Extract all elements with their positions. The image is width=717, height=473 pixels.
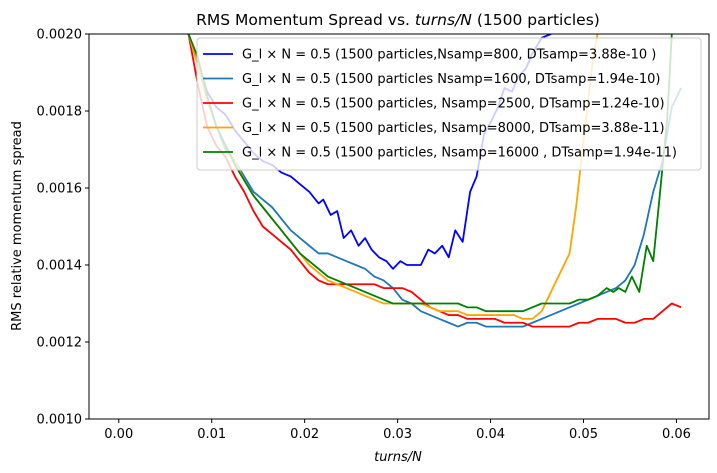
chart-title: RMS Momentum Spread vs. turns/N (1500 pa… (196, 11, 600, 29)
y-tick-label: 0.0010 (37, 413, 83, 428)
y-axis-label: RMS relative momentum spread (10, 121, 25, 331)
x-tick-label: 0.02 (290, 427, 319, 442)
legend-items: G_l × N = 0.5 (1500 particles,Nsamp=800,… (203, 48, 677, 161)
x-axis: 0.00 0.01 0.02 0.03 0.04 0.05 0.06 (104, 419, 691, 442)
y-tick-label: 0.0020 (37, 28, 83, 43)
x-tick-label: 0.05 (569, 427, 598, 442)
legend-label: G_l × N = 0.5 (1500 particles,Nsamp=800,… (242, 48, 656, 63)
y-tick-label: 0.0018 (37, 105, 83, 120)
legend: G_l × N = 0.5 (1500 particles,Nsamp=800,… (196, 37, 702, 171)
legend-label: G_l × N = 0.5 (1500 particles, Nsamp=800… (242, 121, 665, 136)
title-part-1: RMS Momentum Spread vs. (196, 11, 415, 29)
x-axis-label: turns/N (374, 450, 422, 465)
x-tick-label: 0.03 (383, 427, 412, 442)
title-part-2: turns/N (415, 11, 472, 29)
legend-label: G_l × N = 0.5 (1500 particles, Nsamp=160… (242, 146, 677, 161)
x-tick-label: 0.06 (662, 427, 691, 442)
x-tick-label: 0.01 (197, 427, 226, 442)
x-tick-label: 0.04 (476, 427, 505, 442)
plot-frame (88, 33, 710, 420)
y-tick-label: 0.0014 (37, 259, 83, 274)
y-tick-label: 0.0016 (37, 182, 83, 197)
y-tick-label: 0.0012 (37, 336, 83, 351)
legend-label: G_l × N = 0.5 (1500 particles, Nsamp=250… (242, 97, 665, 112)
legend-label: G_l × N = 0.5 (1500 particles Nsamp=1600… (242, 72, 660, 87)
x-tick-label: 0.00 (104, 427, 133, 442)
series-line-5 (187, 34, 673, 313)
legend-frame (196, 37, 702, 171)
y-axis: 0.0010 0.0012 0.0014 0.0016 0.0018 0.0020 (37, 28, 89, 428)
title-part-3: (1500 particles) (472, 11, 600, 29)
